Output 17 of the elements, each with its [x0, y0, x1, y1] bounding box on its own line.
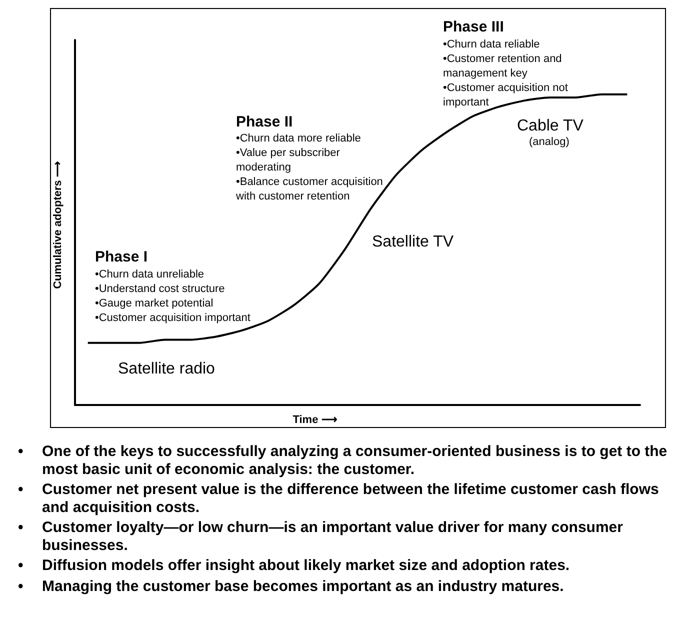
y-axis-title: Cumulative adopters ⟶	[52, 161, 64, 289]
text: Phase III	[443, 18, 504, 36]
text: • One of the keys to successfully analyzing a consumer-oriented business is to get to the most basic unit of economic analysis: the customer.	[18, 443, 668, 478]
annotation: Cable TV	[517, 118, 584, 134]
x-axis-title: Time ⟶	[292, 414, 338, 426]
annotation: Satellite TV	[372, 234, 454, 250]
annotation: (analog)	[529, 136, 570, 148]
text: • Customer loyalty—or low churn—is an important value driver for many consumer businesses.	[18, 519, 623, 554]
annotation: •Churn data more reliable •Value per subscriber moderating •Balance customer acquisition with customer retention	[235, 132, 383, 202]
annotation: Phase I	[95, 248, 148, 266]
text: • Diffusion models offer insight about likely market size and adoption rates.	[18, 557, 570, 574]
text: • Customer net present value is the difference between the lifetime customer cash flows and acquisition costs.	[18, 481, 659, 516]
text: • Managing the customer base becomes important as an industry matures.	[18, 578, 564, 594]
annotation: •Churn data reliable •Customer retention and management key •Customer acquisition not important	[443, 38, 568, 108]
annotation: Satellite radio	[118, 360, 216, 378]
annotation: Phase II	[236, 114, 293, 130]
annotation: •Churn data unreliable •Understand cost structure •Gauge market potential •Customer acquisition important	[95, 268, 250, 324]
